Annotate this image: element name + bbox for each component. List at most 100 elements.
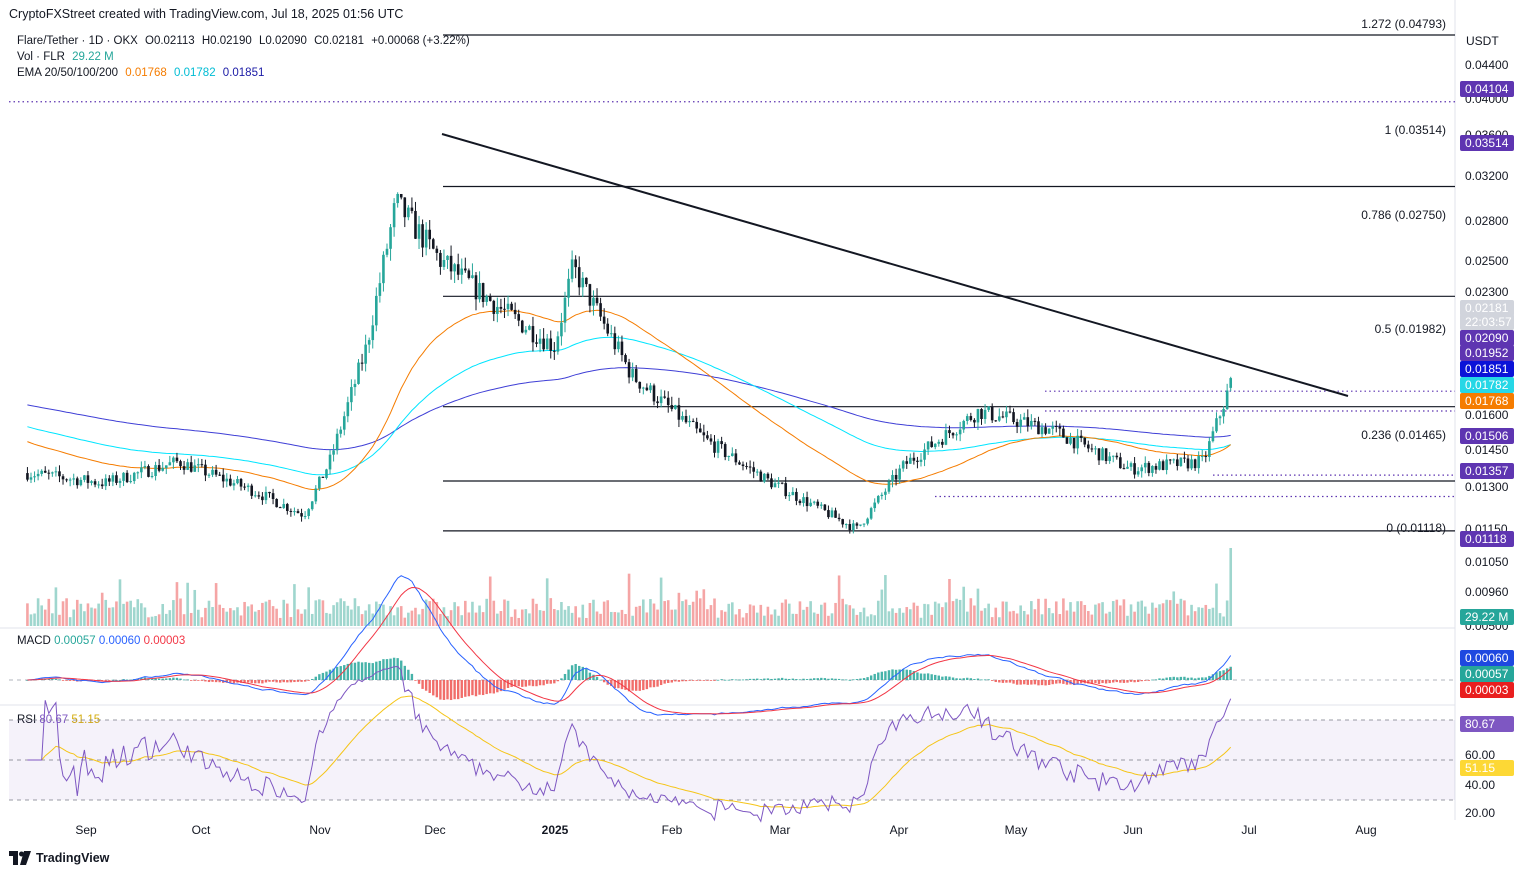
candle-body: [175, 457, 179, 462]
macd-histogram-bar: [1012, 680, 1015, 684]
volume-bar: [399, 606, 403, 626]
volume-bar: [859, 612, 862, 626]
candle-body: [709, 438, 713, 442]
candle-body: [1197, 456, 1200, 469]
volume-bar: [535, 603, 538, 626]
macd-histogram-bar: [699, 680, 702, 681]
macd-histogram-bar: [805, 679, 809, 680]
volume-bar: [734, 614, 738, 626]
volume-bar: [1030, 601, 1033, 626]
macd-histogram-bar: [1186, 677, 1190, 680]
macd-histogram-bar: [944, 676, 948, 680]
volume-bar: [488, 576, 492, 626]
macd-histogram-bar: [1037, 680, 1040, 686]
volume-bar: [1040, 614, 1044, 626]
volume-bar: [538, 610, 542, 626]
macd-histogram-bar: [684, 680, 688, 682]
macd-histogram-bar: [157, 678, 161, 680]
volume-bar: [901, 612, 905, 626]
macd-histogram-bar: [634, 680, 638, 691]
tradingview-logo[interactable]: TradingView: [9, 851, 109, 865]
volume-bar: [802, 609, 805, 626]
candle-body: [186, 462, 189, 470]
macd-histogram-bar: [905, 669, 908, 680]
candle-body: [1218, 416, 1222, 419]
price-tag: [1460, 760, 1514, 776]
candle-body: [951, 433, 955, 436]
volume-bar: [720, 610, 723, 626]
macd-histogram-bar: [866, 677, 869, 680]
volume-bar: [1076, 601, 1079, 626]
macd-histogram-bar: [250, 680, 253, 684]
candle-body: [125, 472, 129, 483]
volume-bar: [738, 609, 741, 626]
symbol-name[interactable]: Flare/Tether · 1D · OKX: [17, 35, 138, 47]
macd-histogram-bar: [670, 680, 673, 683]
volume-bar: [556, 610, 560, 626]
ema-label[interactable]: EMA 20/50/100/200: [17, 67, 119, 79]
candle-body: [706, 435, 709, 439]
candle-body: [731, 453, 734, 456]
macd-histogram-bar: [474, 680, 478, 697]
volume-bar: [414, 607, 417, 626]
volume-bar: [570, 612, 574, 626]
candle-body: [392, 203, 396, 228]
candle-body: [40, 470, 43, 474]
candle-body: [666, 397, 670, 406]
macd-histogram-bar: [449, 680, 453, 701]
candle-body: [488, 296, 492, 301]
volume-bar: [1129, 604, 1133, 626]
candle-body: [976, 409, 980, 423]
macd-histogram-bar: [873, 673, 876, 680]
candle-body: [652, 385, 656, 402]
candle-body: [115, 475, 118, 483]
candle-body: [1133, 463, 1136, 475]
volume-label[interactable]: Vol · FLR: [17, 51, 65, 63]
candle-body: [264, 491, 268, 501]
candle-body: [1044, 427, 1047, 434]
candle-body: [164, 465, 168, 468]
candle-body: [1119, 457, 1122, 469]
candle-body: [385, 248, 389, 255]
price-tag-label: 51.15: [1465, 761, 1495, 775]
volume-bar: [357, 606, 360, 626]
macd-histogram-bar: [652, 680, 656, 688]
candle-body: [873, 502, 877, 509]
candle-body: [937, 441, 941, 444]
volume-bar: [805, 606, 809, 626]
macd-histogram-bar: [663, 680, 666, 684]
volume-bar: [172, 600, 175, 626]
volume-bar: [335, 602, 339, 626]
macd-histogram-bar: [738, 679, 741, 681]
volume-bar: [1005, 601, 1008, 626]
candle-body: [809, 502, 812, 507]
macd-histogram-bar: [1179, 676, 1183, 680]
volume-bar: [65, 598, 68, 626]
candle-body: [29, 477, 33, 480]
price-axis-tick: 0.02500: [1465, 254, 1509, 268]
macd-histogram-bar: [563, 673, 567, 680]
macd-histogram-bar: [1122, 680, 1126, 683]
candle-body: [332, 450, 335, 455]
candle-body: [755, 471, 759, 473]
candle-body: [90, 481, 93, 483]
price-axis-tick: 0.00960: [1465, 585, 1509, 599]
candle-body: [1204, 456, 1208, 458]
price-tag: [1460, 716, 1514, 732]
candle-body: [1165, 459, 1168, 470]
volume-bar: [1051, 613, 1055, 626]
volume-bar: [1179, 598, 1183, 626]
volume-bar: [1140, 600, 1144, 626]
candle-body: [218, 474, 221, 476]
macd-histogram-bar: [560, 678, 563, 680]
volume-bar: [421, 608, 424, 626]
candle-body: [414, 210, 417, 239]
candle-body: [1104, 448, 1108, 461]
macd-histogram-bar: [734, 679, 738, 681]
macd-label[interactable]: MACD: [17, 635, 51, 647]
macd-histogram-bar: [389, 658, 392, 680]
macd-histogram-bar: [346, 663, 350, 680]
volume-bar: [392, 615, 396, 626]
macd-histogram-bar: [403, 665, 406, 680]
